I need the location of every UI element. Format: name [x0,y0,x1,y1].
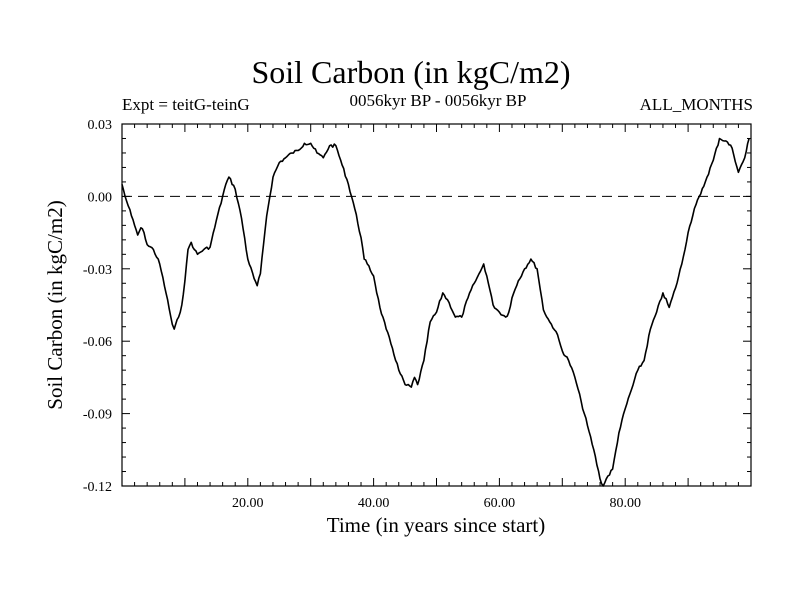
x-tick-label: 40.00 [358,496,390,511]
period-label: 0056kyr BP - 0056kyr BP [350,91,527,110]
chart-title: Soil Carbon (in kgC/m2) [251,54,570,90]
months-label: ALL_MONTHS [640,95,753,114]
y-tick-label: 0.00 [88,190,113,205]
x-tick-label: 80.00 [609,496,641,511]
y-tick-label: -0.03 [83,263,112,278]
experiment-label: Expt = teitG-teinG [122,95,250,114]
x-axis-label: Time (in years since start) [327,513,546,537]
y-tick-label: 0.03 [88,118,113,133]
plot-frame [121,123,752,487]
x-tick-label: 60.00 [484,496,516,511]
y-axis-label: Soil Carbon (in kgC/m2) [43,200,67,409]
x-tick-label: 20.00 [232,496,264,511]
axis-ticks: 20.00 40.00 60.00 80.00 0.03 0.00 -0.03 -0.06 -0… [83,118,752,511]
series-line-soil-carbon [121,137,750,487]
y-tick-label: -0.09 [83,408,112,423]
y-tick-label: -0.12 [83,480,112,495]
y-tick-label: -0.06 [83,335,112,350]
